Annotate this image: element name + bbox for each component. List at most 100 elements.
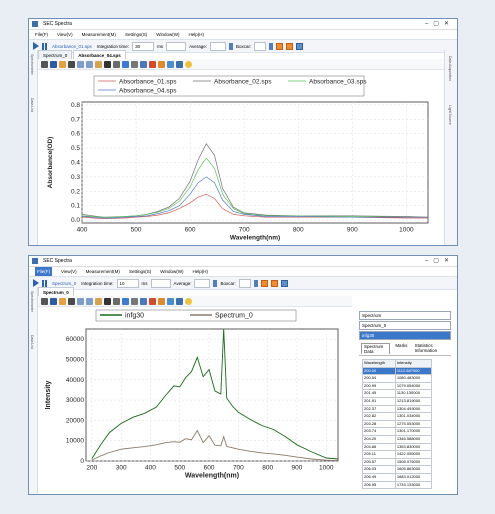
vtab-spectrometer[interactable]: Spectrometer [30,54,34,76]
wave-icon[interactable] [167,60,174,68]
save-icon[interactable] [68,297,75,305]
menu-view[interactable]: View(V) [61,269,77,274]
color-icon[interactable] [158,297,165,305]
bulb-icon[interactable] [185,297,192,305]
folder-icon[interactable] [59,60,66,68]
pan-icon[interactable] [95,60,102,68]
col-intensity[interactable]: Intensity [394,359,433,368]
table-row[interactable]: 201.45 1130.130000 [362,389,433,398]
scale-icon[interactable] [113,297,120,305]
wave-icon[interactable] [167,297,174,305]
tab-marks[interactable]: Marks [395,343,408,348]
settings-icon[interactable] [286,42,294,50]
menu-window[interactable]: Window(W) [160,269,184,274]
vtab-data-list[interactable]: Data List [30,335,34,349]
crosshair-icon[interactable] [104,297,111,305]
menu-settings[interactable]: Settings(S) [128,269,152,274]
print-icon[interactable] [131,297,138,305]
copy-icon[interactable] [140,60,147,68]
pause-icon[interactable] [42,42,47,50]
dark-ref-icon[interactable] [296,42,304,50]
print-icon[interactable] [131,60,138,68]
tool-icon[interactable] [176,60,183,68]
export-icon[interactable] [276,42,284,50]
spectrum-item-selected[interactable]: infg30 [359,331,451,340]
table-row[interactable]: 205.11 1422.055000 [362,450,433,459]
table-row[interactable]: 203.74 1301.170000 [362,427,433,436]
grid-icon[interactable] [41,297,48,305]
scale-icon[interactable] [113,60,120,68]
zoom-out-icon[interactable] [86,297,93,305]
tab-spectrum-0[interactable]: Spectrum_0 [38,50,73,59]
table-row[interactable]: 204.66 1353.830000 [362,442,433,452]
pause-icon[interactable] [42,279,47,287]
table-row[interactable]: 200.00 1112.687000 [362,366,433,376]
table-row[interactable]: 204.20 1346.588000 [362,434,433,444]
vtab-spectrometer[interactable]: Spectrometer [30,291,34,313]
copy-icon[interactable] [140,297,147,305]
col-wavelength[interactable]: Wavelength [362,359,396,368]
folder-icon[interactable] [59,297,66,305]
boxcar-input[interactable] [238,278,251,288]
menu-measurement[interactable]: Measurement(M) [81,32,116,37]
integration-input[interactable]: 30 [132,41,155,51]
tab-statistics[interactable]: Statistics Information [414,343,438,353]
unit-select[interactable] [166,41,187,51]
menu-settings[interactable]: Settings(S) [124,32,148,37]
boxcar-spinner[interactable] [253,279,258,287]
vtab-light-source[interactable]: Light Source [448,105,452,125]
vtab-data-acquisition[interactable]: Data Acquisition [448,56,452,82]
integration-input[interactable]: 10 [116,278,139,288]
table-row[interactable]: 206.03 1605.863000 [362,465,433,474]
menu-help[interactable]: Help(H) [188,32,204,37]
table-row[interactable]: 205.57 1508.975000 [362,457,433,467]
export-image-icon[interactable] [122,60,129,68]
play-icon[interactable] [33,42,39,50]
tab-absorbance-04[interactable]: Absorbance_04.sps [73,50,126,59]
export-icon[interactable] [260,279,268,287]
unit-select[interactable] [150,278,171,288]
table-row[interactable]: 200.99 1079.054000 [362,381,433,391]
menu-measurement[interactable]: Measurement(M) [85,269,120,274]
spectrum-item[interactable]: Spectrum_0 [359,321,451,330]
export-image-icon[interactable] [122,297,129,305]
boxcar-input[interactable] [254,41,267,51]
grid-icon[interactable] [41,60,48,68]
table-row[interactable]: 202.37 1304.493000 [362,404,433,414]
dark-ref-icon[interactable] [280,279,288,287]
active-file[interactable]: Spectrum_0 [52,280,77,286]
tab-spectrum-0[interactable]: Spectrum_0 [38,287,74,296]
window-controls[interactable]: –▢✕ [424,258,454,264]
average-spinner[interactable] [213,279,218,287]
tab-spectrum-data[interactable]: Spectrum Data [361,343,391,354]
boxcar-spinner[interactable] [269,42,274,50]
bulb-icon[interactable] [185,60,192,68]
menu-help[interactable]: Help(H) [192,269,208,274]
table-row[interactable]: 206.49 1683.012000 [362,472,433,482]
vtab-data-list[interactable]: Data List [30,98,34,112]
table-row[interactable]: 206.95 1733.133000 [362,480,433,490]
cursor-icon[interactable] [50,297,57,305]
color-icon[interactable] [158,60,165,68]
zoom-icon[interactable] [77,297,84,305]
table-row[interactable]: 202.82 1301.034000 [362,412,433,421]
table-row[interactable]: 203.28 1275.053000 [362,419,433,429]
zoom-out-icon[interactable] [86,60,93,68]
peak-icon[interactable] [149,60,156,68]
settings-icon[interactable] [270,279,278,287]
menu-window[interactable]: Window(W) [156,32,180,37]
window-controls[interactable]: –▢✕ [424,21,454,27]
zoom-icon[interactable] [77,60,84,68]
menu-view[interactable]: View(V) [57,32,73,37]
crosshair-icon[interactable] [104,60,111,68]
average-input[interactable] [194,278,211,288]
cursor-icon[interactable] [50,60,57,68]
save-icon[interactable] [68,60,75,68]
play-icon[interactable] [33,279,39,287]
menu-file[interactable]: File(F) [35,267,52,276]
menu-file[interactable]: File(F) [35,32,48,37]
table-row[interactable]: 201.91 1213.819000 [362,396,433,406]
active-file[interactable]: Absorbance_01.sps [52,43,92,49]
peak-icon[interactable] [149,297,156,305]
table-row[interactable]: 200.54 1080.483000 [362,374,433,383]
